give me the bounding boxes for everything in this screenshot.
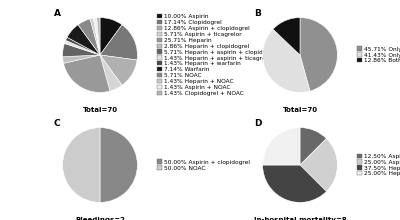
Wedge shape (300, 18, 337, 91)
Text: A: A (54, 9, 61, 18)
Wedge shape (100, 55, 137, 85)
Wedge shape (64, 55, 110, 92)
Wedge shape (63, 55, 100, 63)
Wedge shape (66, 37, 100, 55)
Text: D: D (254, 119, 261, 128)
Legend: 12.50% Aspirin + clopidogrel, 25.00% Aspirin + ticagrelor, 37.50% Heparin, 25.00: 12.50% Aspirin + clopidogrel, 25.00% Asp… (357, 154, 400, 176)
Wedge shape (97, 18, 100, 55)
Wedge shape (62, 43, 100, 57)
Wedge shape (100, 55, 122, 91)
Wedge shape (93, 18, 100, 55)
Wedge shape (263, 165, 326, 202)
Legend: 10.00% Aspirin, 17.14% Clopidogrel, 12.86% Aspirin + clopidogrel, 5.71% Aspirin : 10.00% Aspirin, 17.14% Clopidogrel, 12.8… (157, 14, 277, 96)
Text: In-hospital mortality=8: In-hospital mortality=8 (254, 217, 346, 220)
Wedge shape (273, 18, 300, 55)
Wedge shape (263, 29, 310, 92)
Text: B: B (254, 9, 261, 18)
Wedge shape (300, 139, 337, 191)
Wedge shape (263, 128, 300, 165)
Wedge shape (300, 128, 326, 165)
Text: Total=70: Total=70 (282, 107, 318, 113)
Text: Bleedings=2: Bleedings=2 (75, 217, 125, 220)
Wedge shape (90, 18, 100, 55)
Wedge shape (67, 25, 100, 55)
Wedge shape (62, 128, 100, 202)
Legend: 50.00% Aspirin + clopidogrel, 50.00% NOAC: 50.00% Aspirin + clopidogrel, 50.00% NOA… (157, 160, 250, 170)
Wedge shape (64, 40, 100, 55)
Text: Total=70: Total=70 (82, 107, 118, 113)
Wedge shape (100, 25, 137, 60)
Text: C: C (54, 119, 60, 128)
Wedge shape (100, 18, 122, 55)
Legend: 45.71% Only antiplatelet, 41.43% Only anticoagulant, 12.86% Both: 45.71% Only antiplatelet, 41.43% Only an… (357, 46, 400, 64)
Wedge shape (100, 128, 138, 202)
Wedge shape (78, 19, 100, 55)
